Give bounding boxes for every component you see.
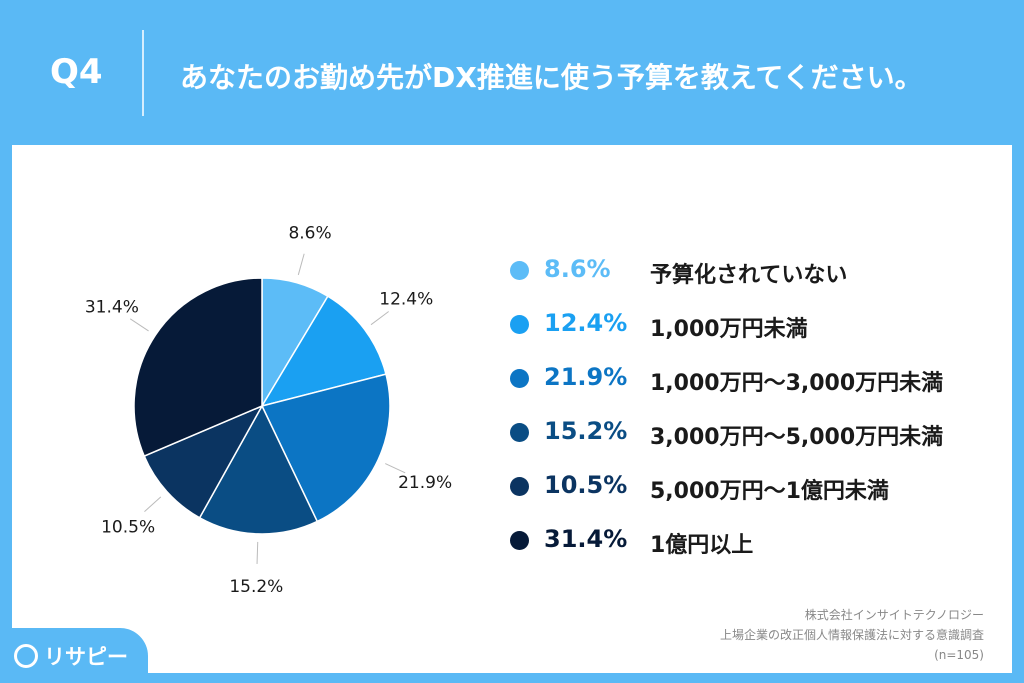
header-divider [142,30,144,116]
leader-line [129,318,149,332]
pie-chart: 8.6% 12.4% 21.9% 15.2% 10.5% 31.4% [85,224,452,597]
sample-size: (n=105) [934,648,984,662]
pie-slice [133,277,263,458]
legend-percent: 8.6% [544,255,611,283]
pie-slice [143,404,264,519]
legend-percent: 12.4% [544,309,628,337]
leader-line [256,541,259,564]
source-survey: 上場企業の改正個人情報保護法に対する意識調査 [719,628,984,642]
leader-line [144,496,162,512]
question-number: Q4 [50,52,103,92]
legend-percent: 31.4% [544,525,628,553]
legend-label: 5,000万円〜1億円未満 [650,479,889,504]
legend-label: 予算化されていない [650,263,848,288]
brand-logo: リサピー [0,628,148,683]
question-title: あなたのお勤め先がDX推進に使う予算を教えてください。 [180,61,923,94]
legend-swatch [510,423,529,442]
leader-line [297,253,305,276]
legend-swatch [510,531,529,550]
leader-line [385,463,406,474]
header-banner: Q4 あなたのお勤め先がDX推進に使う予算を教えてください。 [0,0,1024,145]
slice-label: 8.6% [288,224,331,244]
logo-text: リサピー [44,645,128,669]
leader-line [370,311,389,326]
legend-label: 1,000万円未満 [650,317,808,342]
slice-label: 12.4% [379,289,433,309]
legend-percent: 21.9% [544,363,628,391]
legend-swatch [510,369,529,388]
chart-panel: 8.6% 12.4% 21.9% 15.2% 10.5% 31.4% 8.6% 予算化され… [12,145,1012,673]
pie-slice [260,373,391,523]
legend-label: 1億円以上 [650,533,754,558]
pie-slice [260,295,387,408]
legend-percent: 15.2% [544,417,628,445]
slice-label: 31.4% [85,298,139,318]
source-note: 株式会社インサイトテクノロジー 上場企業の改正個人情報保護法に対する意識調査 (… [720,605,984,665]
slice-label: 15.2% [229,577,283,597]
slice-label: 21.9% [398,473,452,493]
pin-icon [14,644,38,668]
legend-swatch [510,477,529,496]
legend-swatch [510,315,529,334]
pie-slice [198,404,319,535]
source-company: 株式会社インサイトテクノロジー [804,608,984,622]
legend-label: 3,000万円〜5,000万円未満 [650,425,944,450]
legend-swatch [510,261,529,280]
legend-label: 1,000万円〜3,000万円未満 [650,371,944,396]
slice-label: 10.5% [101,517,155,537]
legend-percent: 10.5% [544,471,628,499]
